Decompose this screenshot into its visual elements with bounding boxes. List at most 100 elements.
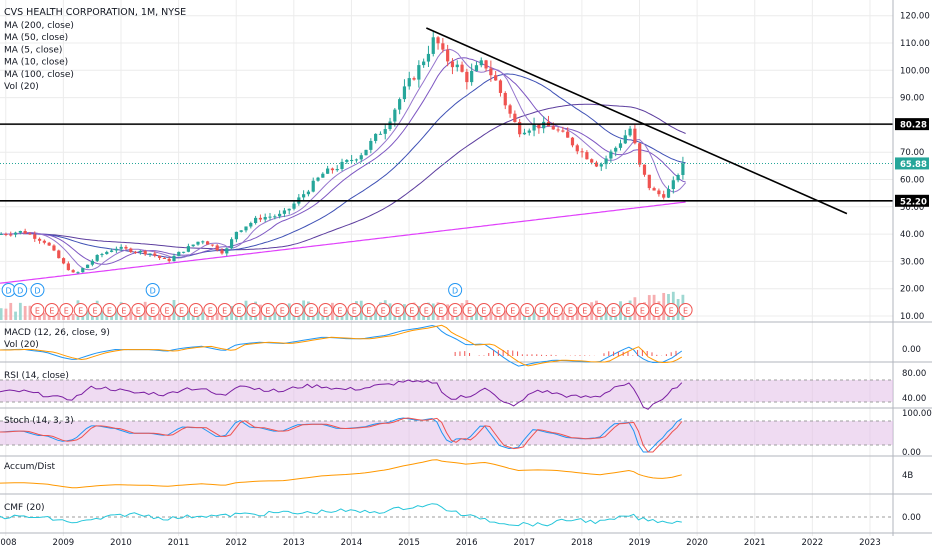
ma-5-line (0, 48, 686, 271)
earnings-marker: E (304, 303, 319, 317)
earnings-marker-label: E (424, 307, 429, 316)
candle-body (575, 145, 579, 152)
earnings-marker-label: E (640, 307, 645, 316)
earnings-marker: E (145, 303, 160, 317)
x-tick-label: 2012 (225, 538, 247, 548)
accum-dist-line (0, 459, 682, 489)
earnings-marker-label: E (251, 307, 256, 316)
dividend-marker: D (145, 283, 160, 297)
candle-body (302, 194, 306, 198)
volume-bar (561, 312, 565, 320)
earnings-marker: E (275, 303, 290, 317)
y-tick-label: 0.00 (902, 345, 921, 355)
candle-body (23, 230, 27, 234)
x-tick-label: 2023 (859, 538, 881, 548)
y-tick-label: 0.00 (902, 513, 921, 523)
earnings-marker: E (678, 303, 693, 317)
volume-bar (388, 303, 392, 320)
candle-body (249, 223, 253, 227)
earnings-marker-label: E (337, 307, 342, 316)
volume-bar (662, 292, 666, 320)
candle-body (81, 268, 85, 273)
volume-bar (518, 311, 522, 320)
earnings-marker: E (563, 303, 578, 317)
earnings-marker: E (203, 303, 218, 317)
volume-bar (57, 312, 61, 320)
volume-bar (259, 304, 262, 320)
earnings-marker: E (246, 303, 261, 317)
stoch-pane: Stoch (14, 3, 3) 100.00 0.00 (0, 409, 932, 458)
x-tick-label: 2008 (0, 538, 17, 548)
indicator-label: MA (100, close) (4, 70, 74, 80)
pane-label: MACD (12, 26, close, 9) (4, 328, 110, 338)
candle-body (153, 253, 157, 256)
earnings-marker: E (232, 303, 247, 317)
earnings-marker: E (390, 303, 405, 317)
candle-body (85, 264, 90, 269)
candle-body (585, 152, 589, 160)
earnings-marker: E (462, 303, 477, 317)
candle-body (109, 250, 114, 252)
x-tick-label: 2010 (110, 538, 132, 548)
candle-body (599, 164, 603, 167)
earnings-marker-label: E (35, 307, 40, 316)
candle-body (172, 255, 176, 262)
earnings-marker-label: E (323, 307, 328, 316)
earnings-marker: E (116, 303, 131, 317)
candle-body (330, 168, 335, 171)
candle-body (446, 49, 450, 62)
earnings-marker: E (649, 303, 664, 317)
candle-body (518, 122, 522, 135)
earnings-marker-label: E (568, 307, 573, 316)
macd-pane: MACD (12, 26, close, 9) Vol (20) 0.00 (0, 324, 921, 367)
candle-body (258, 217, 263, 220)
earnings-marker: E (260, 303, 275, 317)
candle-body (623, 135, 627, 144)
candle-body (210, 244, 214, 246)
candle-body (119, 246, 123, 249)
candle-body (470, 71, 474, 83)
earnings-marker-label: E (553, 307, 558, 316)
candle-body (676, 174, 680, 181)
earnings-marker: E (433, 303, 448, 317)
candle-body (66, 263, 70, 271)
candle-body (177, 251, 181, 256)
volume-bar (153, 313, 157, 320)
candle-body (114, 248, 118, 251)
candle-body (580, 151, 584, 153)
volume-bar (4, 308, 8, 320)
price-tag (895, 194, 929, 207)
volume-bar (23, 305, 27, 320)
candle-body (335, 169, 339, 171)
candle-body (205, 241, 210, 245)
y-tick-label: 40.00 (900, 230, 924, 240)
candle-body (129, 248, 133, 252)
earnings-marker-label: E (222, 307, 227, 316)
volume-bar (604, 306, 608, 320)
y-tick-label: 40.00 (902, 394, 926, 404)
earnings-marker-label: E (669, 307, 674, 316)
candle-body (657, 190, 661, 195)
dividend-marker-label: D (34, 287, 40, 296)
candle-body (537, 123, 541, 129)
candle-body (287, 208, 291, 211)
earnings-marker-label: E (208, 307, 213, 316)
x-tick-label: 2020 (686, 538, 708, 548)
price-pane: D D D D DE E E E E E E E E E E E E E E E E E E E E E E E E E E E E E E E E E E… (0, 0, 893, 536)
candle-body (590, 159, 594, 163)
candle-body (321, 173, 325, 178)
indicator-label: MA (50, close) (4, 33, 68, 43)
volume-bar (647, 295, 651, 320)
earnings-marker: E (491, 303, 506, 317)
earnings-marker-label: E (395, 307, 400, 316)
candle-body (186, 246, 190, 252)
signal-line (0, 324, 683, 367)
volume-bar (489, 311, 493, 320)
volume-bar (316, 311, 320, 320)
earnings-marker-label: E (150, 307, 155, 316)
y-tick-label: 10.00 (900, 312, 924, 322)
y-tick-label: 4B (902, 471, 913, 481)
earnings-marker-label: E (280, 307, 285, 316)
candle-body (503, 92, 507, 106)
